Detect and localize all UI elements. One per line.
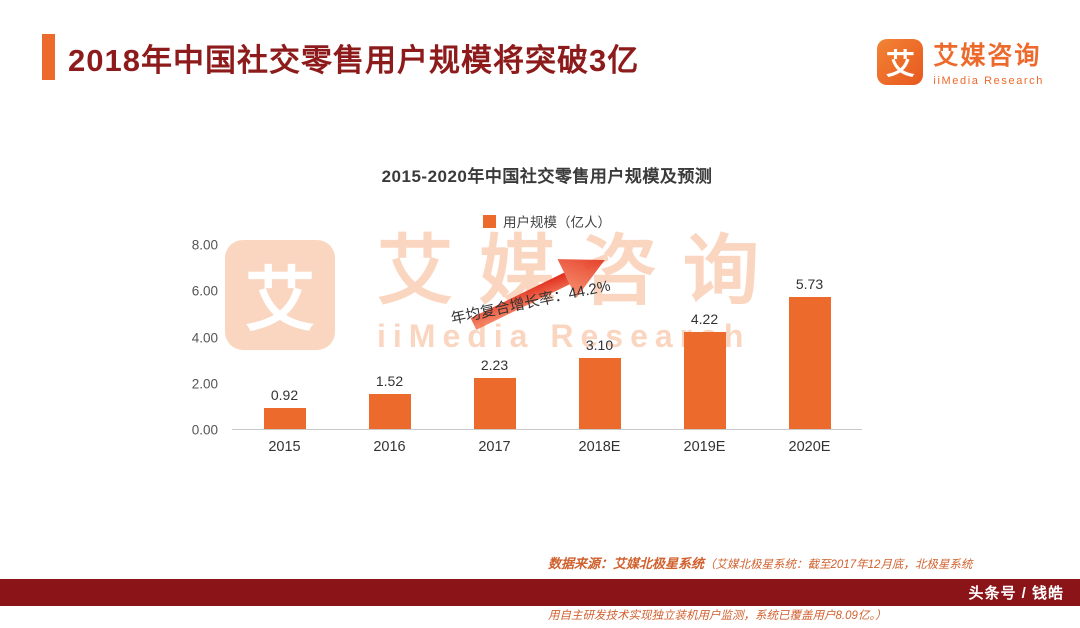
legend: 用户规模（亿人） xyxy=(232,211,862,231)
x-axis-label: 2016 xyxy=(373,439,406,455)
brand-logo-text: 艾媒咨询 iiMedia Research xyxy=(933,36,1044,87)
chart: 艾 艾媒咨询 iiMedia Research 2015-2020年中国社交零售… xyxy=(175,162,862,455)
data-source-note2: 用自主研发技术实现独立装机用户监测，系统已覆盖用户8.09亿。） xyxy=(548,610,887,623)
bar-value-label: 4.22 xyxy=(690,310,719,327)
x-axis-label: 2017 xyxy=(478,439,511,455)
bar-column: 4.22 xyxy=(652,245,757,429)
bar xyxy=(788,297,831,429)
bar xyxy=(263,407,306,429)
bar xyxy=(473,377,516,429)
iimedia-logo-icon: 艾 xyxy=(877,38,924,85)
growth-arrow-icon xyxy=(458,240,618,350)
logo-name-cn: 艾媒咨询 xyxy=(933,42,1042,70)
x-axis-label: 2020E xyxy=(788,439,831,455)
bar xyxy=(368,394,411,429)
legend-label: 用户规模（亿人） xyxy=(503,215,611,230)
byline-bar: 头条号 / 钱皓 xyxy=(0,579,1080,606)
title-accent-bar xyxy=(42,34,55,80)
x-axis-label: 2019E xyxy=(683,439,726,455)
y-axis-label: 4.00 xyxy=(191,330,218,345)
growth-arrow-svg xyxy=(470,259,605,330)
y-axis-label: 6.00 xyxy=(191,283,218,299)
bar-value-label: 3.10 xyxy=(585,336,614,353)
x-axis-label: 2015 xyxy=(268,439,301,455)
page-title: 2018年中国社交零售用户规模将突破3亿 xyxy=(68,42,640,78)
x-axis-labels: 2015 2016 2017 2018E 2019E 2020E xyxy=(232,439,862,455)
bar-value-label: 0.92 xyxy=(270,386,299,403)
brand-logo: 艾 艾媒咨询 iiMedia Research xyxy=(877,36,1044,87)
bar-column: 5.73 xyxy=(757,245,862,429)
y-axis-label: 2.00 xyxy=(191,376,218,392)
y-axis-label: 8.00 xyxy=(191,237,218,253)
legend-swatch xyxy=(483,214,496,228)
bar-value-label: 2.23 xyxy=(480,356,509,373)
bar xyxy=(683,331,726,429)
header: 2018年中国社交零售用户规模将突破3亿 xyxy=(42,34,639,80)
bar-value-label: 5.73 xyxy=(795,276,824,293)
y-axis: 8.00 6.00 4.00 2.00 0.00 xyxy=(175,238,232,438)
bar xyxy=(578,357,621,429)
plot-area: 8.00 6.00 4.00 2.00 0.00 0.92 1.52 2.23 3.10 4.2… xyxy=(175,238,862,455)
data-source-lead: 数据来源：艾媒北极星系统 xyxy=(548,556,705,571)
bar-column: 3.10 xyxy=(547,245,652,429)
x-axis-label: 2018E xyxy=(578,439,621,455)
logo-name-en: iiMedia Research xyxy=(933,75,1044,87)
bar-column: 0.92 xyxy=(232,245,337,429)
y-axis-label: 0.00 xyxy=(191,422,218,438)
chart-title: 2015-2020年中国社交零售用户规模及预测 xyxy=(381,167,713,186)
bars-area: 0.92 1.52 2.23 3.10 4.22 5.73 xyxy=(232,245,862,430)
bar-value-label: 1.52 xyxy=(375,373,404,390)
byline-text: 头条号 / 钱皓 xyxy=(968,585,1064,602)
bar-column: 2.23 xyxy=(442,245,547,429)
bar-column: 1.52 xyxy=(337,245,442,429)
bars-wrap: 0.92 1.52 2.23 3.10 4.22 5.73 2015 2016 2017 201… xyxy=(232,245,862,455)
